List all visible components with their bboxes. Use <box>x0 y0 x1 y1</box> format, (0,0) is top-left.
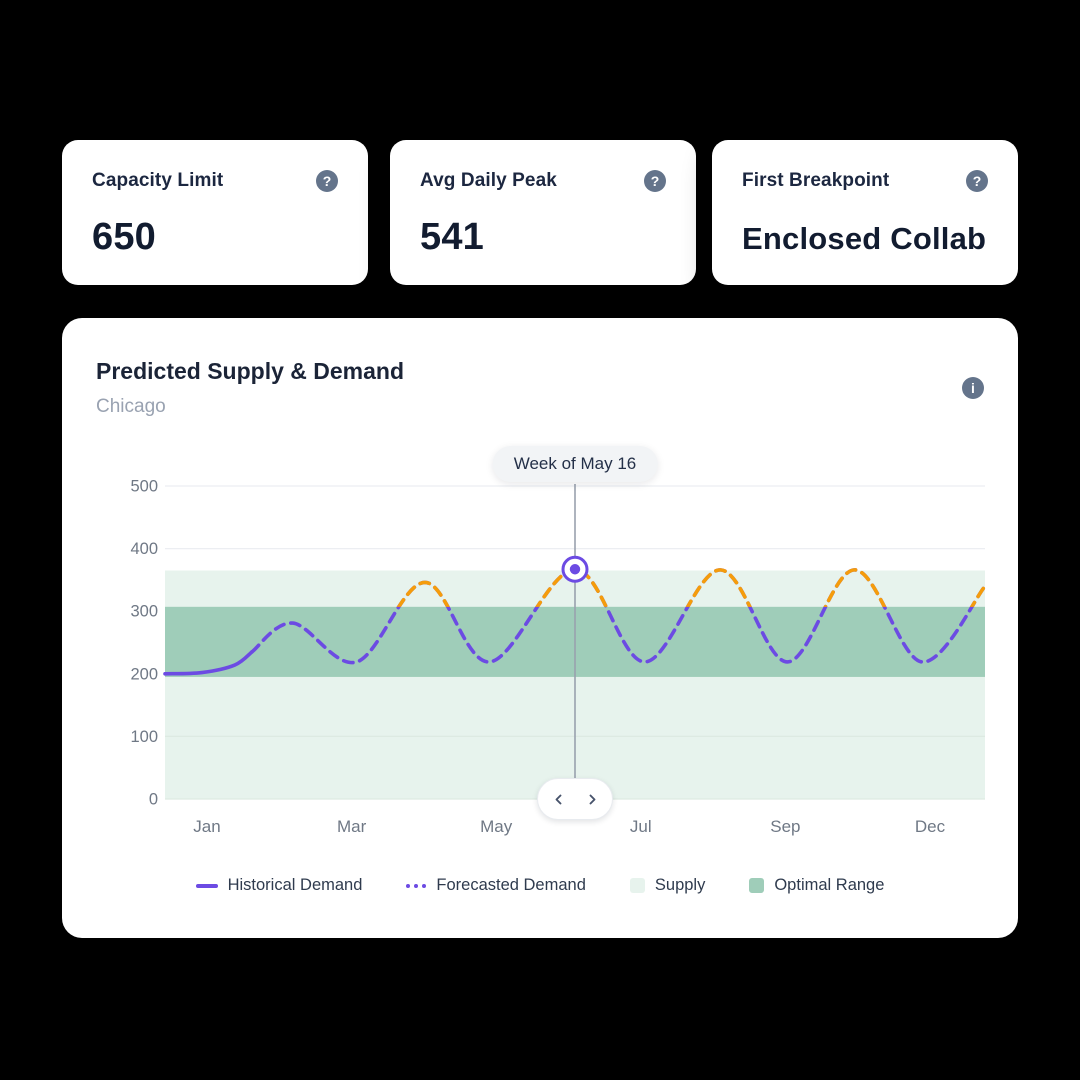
y-axis-tick-label: 500 <box>130 478 158 496</box>
selected-week-tooltip: Week of May 16 <box>492 446 658 482</box>
y-axis-tick-label: 200 <box>130 665 158 683</box>
historical-demand-line <box>163 650 254 676</box>
x-axis-tick-label: May <box>480 817 513 836</box>
chevron-left-icon <box>555 794 561 804</box>
legend-label: Forecasted Demand <box>436 876 586 894</box>
chart-legend: Historical Demand Forecasted Demand Supp… <box>62 876 1018 895</box>
question-mark-icon[interactable]: ? <box>644 170 666 192</box>
chart-subtitle: Chicago <box>96 396 166 417</box>
x-axis-tick-label: Jul <box>630 817 652 836</box>
supply-demand-chart-card: Predicted Supply & Demand Chicago i 500 4… <box>62 318 1018 938</box>
stat-label: First Breakpoint <box>742 170 890 191</box>
next-week-button[interactable] <box>580 785 604 813</box>
optimal-range-swatch-icon <box>749 878 765 893</box>
supply-swatch-icon <box>629 878 645 893</box>
legend-label: Supply <box>654 876 706 894</box>
dotted-line-swatch-icon <box>406 883 427 888</box>
chart-title: Predicted Supply & Demand <box>96 358 405 384</box>
stat-value: 650 <box>92 216 157 258</box>
stat-label: Capacity Limit <box>92 170 224 191</box>
question-mark-icon[interactable]: ? <box>316 170 338 192</box>
info-icon[interactable]: i <box>962 377 984 399</box>
x-axis-tick-label: Sep <box>770 817 800 836</box>
y-axis-tick-label: 300 <box>130 603 158 621</box>
x-axis-tick-label: Mar <box>337 817 367 836</box>
x-axis-tick-label: Dec <box>915 817 946 836</box>
previous-week-button[interactable] <box>546 785 570 813</box>
stat-card-capacity-limit: Capacity Limit ? 650 <box>62 140 368 285</box>
legend-item-forecasted-demand: Forecasted Demand <box>406 876 586 895</box>
legend-item-optimal-range: Optimal Range <box>749 876 884 895</box>
legend-item-historical-demand: Historical Demand <box>195 876 363 895</box>
legend-label: Historical Demand <box>227 876 363 894</box>
question-mark-icon[interactable]: ? <box>966 170 988 192</box>
solid-line-swatch-icon <box>195 883 218 888</box>
y-axis-tick-label: 100 <box>130 728 158 746</box>
stat-label: Avg Daily Peak <box>420 170 557 191</box>
stat-card-first-breakpoint: First Breakpoint ? Enclosed Collab <box>712 140 1018 285</box>
x-axis-tick-label: Jan <box>193 817 220 836</box>
legend-label: Optimal Range <box>774 876 885 894</box>
supply-demand-chart: 500 400 300 200 100 0 Jan Mar May Jul Sep Dec <box>130 478 987 836</box>
stat-value: Enclosed Collab <box>742 221 987 256</box>
legend-item-supply: Supply <box>629 876 706 895</box>
stat-card-avg-daily-peak: Avg Daily Peak ? 541 <box>390 140 696 285</box>
selected-point-dot <box>569 564 581 575</box>
y-axis-tick-label: 400 <box>130 540 158 558</box>
y-axis-tick-label: 0 <box>149 791 158 809</box>
stat-value: 541 <box>420 216 485 258</box>
forecasted-demand-line <box>250 567 987 665</box>
chevron-right-icon <box>589 794 595 804</box>
week-pager <box>537 778 613 820</box>
